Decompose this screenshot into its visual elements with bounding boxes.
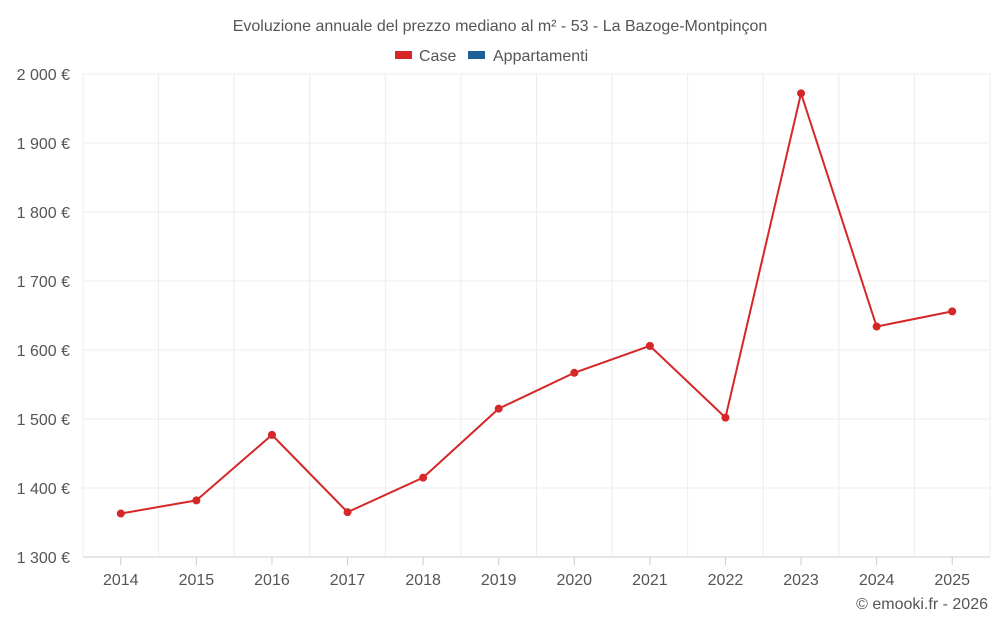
y-tick-label: 1 500 € [17,412,70,429]
data-point-case[interactable] [797,89,806,98]
legend-item-appartamenti[interactable]: Appartamenti [468,48,588,65]
y-tick-label: 1 400 € [17,481,70,498]
data-point-case[interactable] [419,473,428,482]
data-point-case[interactable] [343,508,352,517]
legend-item-case[interactable]: Case [395,48,456,65]
series-line-case [120,92,953,515]
x-tick-label: 2016 [254,572,290,589]
chart-title: Evoluzione annuale del prezzo mediano al… [233,18,768,35]
x-tick-label: 2014 [103,572,139,589]
data-point-case[interactable] [872,322,881,331]
credit-text: © emooki.fr - 2026 [856,596,988,613]
legend: Case Appartamenti [395,48,588,65]
x-tick-label: 2017 [330,572,366,589]
x-tick-label: 2025 [934,572,970,589]
y-tick-label: 1 600 € [17,343,70,360]
y-tick-label: 1 900 € [17,136,70,153]
data-point-case[interactable] [192,496,201,505]
y-tick-label: 1 700 € [17,274,70,291]
series-case [116,89,957,518]
x-tick-label: 2018 [405,572,441,589]
data-point-case[interactable] [267,430,276,439]
legend-label-appartamenti: Appartamenti [493,48,588,65]
x-tick-label: 2015 [179,572,215,589]
x-tick-label: 2022 [708,572,744,589]
data-point-case[interactable] [645,341,654,350]
data-point-case[interactable] [570,368,579,377]
data-point-case[interactable] [494,404,503,413]
x-tick-label: 2019 [481,572,517,589]
grid [82,73,991,558]
x-tick-label: 2020 [556,572,592,589]
data-point-case[interactable] [948,307,957,316]
y-tick-label: 1 800 € [17,205,70,222]
y-tick-label: 2 000 € [17,67,70,84]
legend-swatch-case [395,51,412,59]
y-axis: 1 300 € 1 400 € 1 500 € 1 600 € 1 700 € 1 800… [17,67,70,567]
legend-swatch-appartamenti [468,51,485,59]
x-tick-label: 2024 [859,572,895,589]
data-point-case[interactable] [116,509,125,518]
x-axis: 2014 2015 2016 2017 2018 2019 2020 2021 2022 2023… [103,557,970,589]
legend-label-case: Case [419,48,456,65]
x-tick-label: 2021 [632,572,668,589]
x-tick-label: 2023 [783,572,819,589]
data-point-case[interactable] [721,413,730,422]
y-tick-label: 1 300 € [17,550,70,567]
